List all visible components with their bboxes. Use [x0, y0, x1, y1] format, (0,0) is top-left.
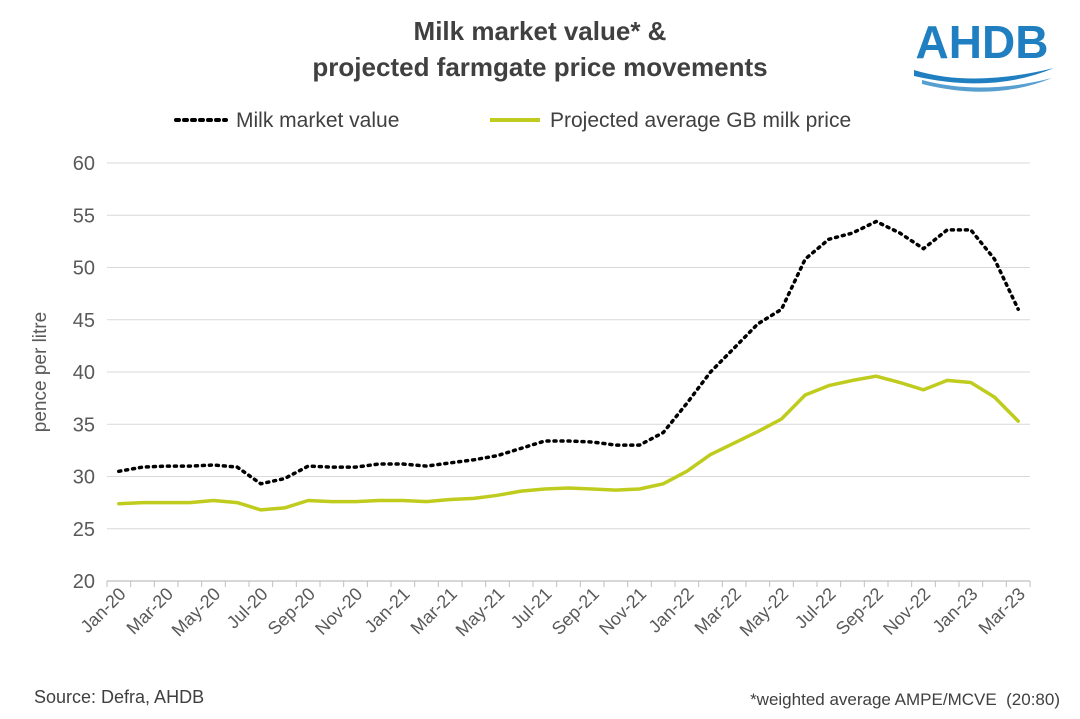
footnote: *weighted average AMPE/MCVE (20:80) — [750, 690, 1060, 709]
x-tick-label: Sep-22 — [832, 584, 887, 639]
x-tick-label: Nov-20 — [311, 584, 366, 639]
x-tick-label: Sep-21 — [548, 584, 603, 639]
y-tick-label: 35 — [73, 414, 95, 436]
x-tick-label: Jan-23 — [929, 584, 982, 637]
x-tick-label: Nov-21 — [595, 584, 650, 639]
x-tick-label: Jan-21 — [361, 584, 414, 637]
x-tick-label: May-22 — [736, 584, 793, 641]
y-tick-label: 20 — [73, 571, 95, 593]
x-tick-label: May-21 — [452, 584, 509, 641]
y-tick-label: 40 — [73, 362, 95, 384]
series-line-1 — [117, 374, 1020, 512]
y-tick-label: 50 — [73, 258, 95, 280]
x-tick-label: Mar-21 — [407, 584, 461, 638]
chart-title-line-1: Milk market value* & — [414, 16, 667, 46]
y-tick-label: 45 — [73, 310, 95, 332]
legend-label-milk-market-value: Milk market value — [236, 109, 399, 132]
y-tick-label: 55 — [73, 205, 95, 227]
x-tick-label: Sep-20 — [264, 584, 319, 639]
ahdb-logo: AHDB — [914, 16, 1054, 92]
y-tick-label: 60 — [73, 153, 95, 175]
legend-label-projected-gb-milk-price: Projected average GB milk price — [550, 109, 851, 132]
x-tick-label: Mar-22 — [691, 584, 745, 638]
logo-swoosh-icon-2 — [922, 78, 1052, 92]
y-axis-ticks: 20 25 30 35 40 45 50 55 60 — [73, 153, 95, 593]
legend: Milk market value Projected average GB m… — [174, 109, 851, 132]
y-tick-label: 25 — [73, 519, 95, 541]
x-tick-label: Nov-22 — [879, 584, 934, 639]
gridlines — [107, 162, 1030, 530]
logo-text: AHDB — [916, 16, 1049, 68]
x-axis: Jan-20Mar-20May-20Jul-20Sep-20Nov-20Jan-… — [77, 580, 1031, 641]
y-axis-label: pence per litre — [30, 312, 51, 432]
chart-title-line-2: projected farmgate price movements — [312, 52, 767, 82]
x-tick-label: Mar-23 — [975, 584, 1029, 638]
x-tick-label: Mar-20 — [123, 584, 177, 638]
logo-swoosh-icon — [914, 68, 1054, 84]
x-tick-label: May-20 — [168, 584, 225, 641]
series-line-0 — [117, 219, 1020, 486]
y-tick-label: 30 — [73, 467, 95, 489]
source-note: Source: Defra, AHDB — [34, 687, 204, 707]
x-tick-label: Jan-22 — [645, 584, 698, 637]
series-layer — [117, 219, 1020, 512]
